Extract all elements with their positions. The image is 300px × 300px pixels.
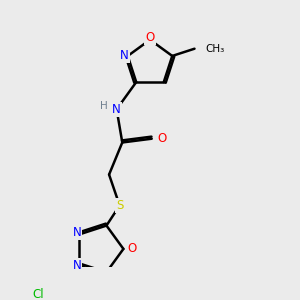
Text: S: S xyxy=(116,199,123,212)
Text: Cl: Cl xyxy=(32,288,44,300)
Text: O: O xyxy=(127,242,136,255)
Text: N: N xyxy=(73,226,82,239)
Text: N: N xyxy=(73,259,82,272)
Text: CH₃: CH₃ xyxy=(205,44,224,54)
Text: O: O xyxy=(158,132,166,145)
Text: O: O xyxy=(146,32,154,44)
Text: N: N xyxy=(120,50,129,62)
Text: N: N xyxy=(112,103,121,116)
Text: H: H xyxy=(100,101,107,111)
